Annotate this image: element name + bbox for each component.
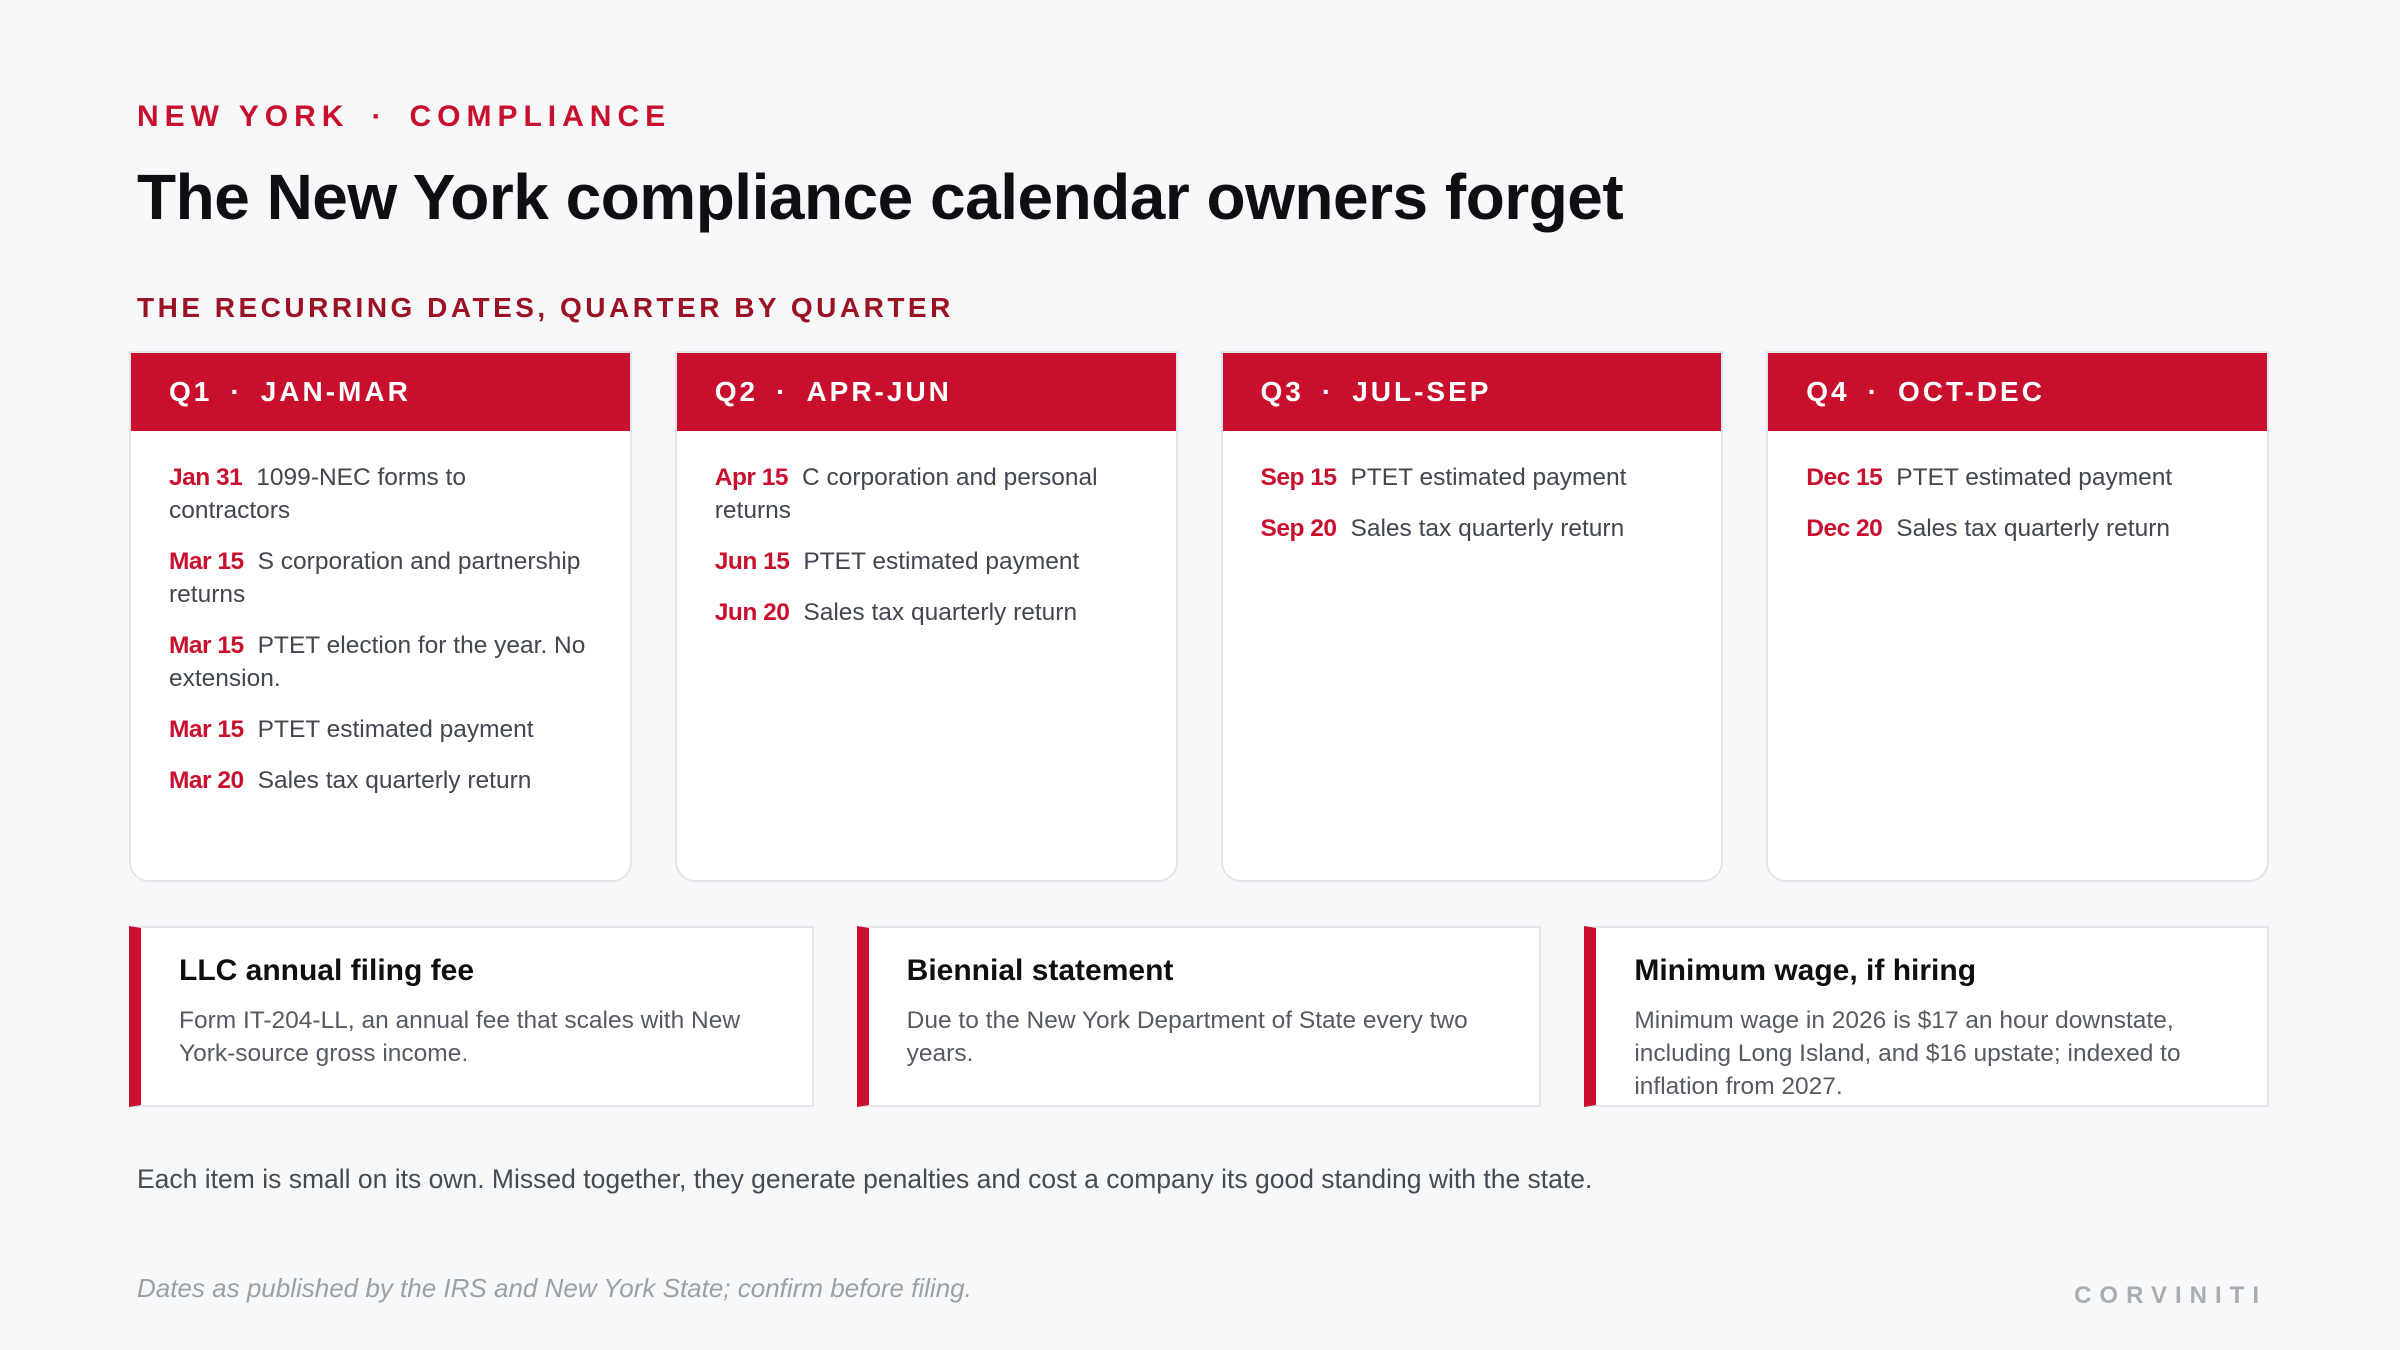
deadline-text: C corporation and personal returns [714,464,1098,524]
quarter-separator: · [230,376,243,407]
footnote: Dates as published by the IRS and New Yo… [137,1273,972,1303]
note-card-minimum-wage: Minimum wage, if hiring Minimum wage in … [1584,926,2270,1107]
deadline-text: Sales tax quarterly return [1896,515,2170,542]
quarter-header: Q2 · APR-JUN [676,353,1176,431]
quarter-code: Q2 [714,376,759,407]
deadline-item: Mar 15 S corporation and partnership retu… [169,545,594,611]
note-title: Biennial statement [906,954,1174,987]
quarter-items: Dec 15 PTET estimated payment Dec 20 Sales… [1768,431,2267,545]
deadline-text: PTET estimated payment [1896,464,2173,491]
quarter-card-q4: Q4 · OCT-DEC Dec 15 PTET estimated payment … [1766,351,2269,882]
note-text: Minimum wage in 2026 is $17 an hour down… [1634,1007,2181,1100]
deadline-date: Jun 20 [714,599,790,626]
quarter-items: Jan 31 1099-NEC forms to contractors Mar … [131,431,630,797]
page-title: The New York compliance calendar owners … [137,161,1624,233]
brand-wordmark: CORVINITI [2074,1282,2267,1309]
note-title: Minimum wage, if hiring [1634,954,1977,987]
deadline-date: Mar 15 [169,548,244,575]
deadline-item: Sep 15 PTET estimated payment [1261,461,1686,494]
eyebrow-region: NEW YORK [137,100,350,133]
eyebrow: NEW YORK · COMPLIANCE [137,100,671,134]
quarter-range: JUL-SEP [1352,376,1492,407]
deadline-date: Mar 15 [169,632,244,659]
deadline-date: Dec 15 [1806,464,1883,491]
deadline-item: Jun 20 Sales tax quarterly return [715,596,1140,629]
deadline-text: S corporation and partnership returns [169,548,581,608]
deadline-item: Mar 20 Sales tax quarterly return [169,764,594,797]
quarter-cards: Q1 · JAN-MAR Jan 31 1099-NEC forms to contr… [129,351,2269,882]
deadline-text: Sales tax quarterly return [1350,515,1625,542]
deadline-item: Sep 20 Sales tax quarterly return [1261,512,1686,545]
note-cards: LLC annual filing fee Form IT-204-LL, an… [129,926,2270,1107]
deadline-item: Mar 15 PTET estimated payment [169,713,594,746]
deadline-item: Jan 31 1099-NEC forms to contractors [169,461,594,527]
note-card-llc-fee: LLC annual filing fee Form IT-204-LL, an… [129,926,814,1107]
note-text: Form IT-204-LL, an annual fee that scale… [179,1007,741,1067]
deadline-item: Mar 15 PTET election for the year. No ext… [169,629,594,695]
deadline-text: Sales tax quarterly return [803,599,1078,626]
quarter-card-q2: Q2 · APR-JUN Apr 15 C corporation and perso… [674,351,1178,882]
deadline-text: Sales tax quarterly return [257,767,532,794]
deadline-date: Apr 15 [714,464,789,491]
quarter-range: OCT-DEC [1897,376,2045,407]
quarter-separator: · [776,376,789,407]
quarter-items: Sep 15 PTET estimated payment Sep 20 Sales… [1223,431,1722,545]
quarter-header: Q1 · JAN-MAR [131,353,630,431]
quarter-range: JAN-MAR [260,376,411,407]
deadline-date: Mar 20 [169,767,244,794]
quarter-items: Apr 15 C corporation and personal returns… [677,431,1176,629]
note-title: LLC annual filing fee [179,954,475,987]
section-label: THE RECURRING DATES, QUARTER BY QUARTER [137,292,954,323]
deadline-date: Sep 15 [1260,464,1338,491]
quarter-card-q3: Q3 · JUL-SEP Sep 15 PTET estimated payment … [1220,351,1724,882]
deadline-text: PTET election for the year. No extension… [169,632,586,692]
eyebrow-separator: · [371,100,388,133]
eyebrow-topic: COMPLIANCE [409,100,672,133]
quarter-separator: · [1321,376,1335,407]
note-text: Due to the New York Department of State … [906,1007,1468,1067]
deadline-item: Dec 15 PTET estimated payment [1806,461,2231,494]
deadline-item: Jun 15 PTET estimated payment [715,545,1140,578]
quarter-separator: · [1867,376,1880,407]
quarter-header: Q3 · JUL-SEP [1222,353,1722,431]
quarter-code: Q4 [1806,376,1850,407]
quarter-range: APR-JUN [806,376,952,407]
deadline-date: Jun 15 [714,548,790,575]
deadline-text: PTET estimated payment [1350,464,1627,491]
deadline-item: Dec 20 Sales tax quarterly return [1806,512,2231,545]
deadline-date: Sep 20 [1260,515,1338,542]
quarter-code: Q1 [169,376,213,407]
note-card-biennial-statement: Biennial statement Due to the New York D… [856,926,1542,1107]
deadline-item: Apr 15 C corporation and personal returns [715,461,1140,527]
summary-text: Each item is small on its own. Missed to… [137,1164,1593,1194]
quarter-code: Q3 [1260,376,1304,407]
deadline-text: PTET estimated payment [803,548,1080,575]
deadline-date: Mar 15 [169,716,244,743]
deadline-text: 1099-NEC forms to contractors [169,464,466,524]
quarter-card-q1: Q1 · JAN-MAR Jan 31 1099-NEC forms to contr… [129,351,632,882]
deadline-text: PTET estimated payment [257,716,534,743]
deadline-date: Dec 20 [1806,515,1883,542]
quarter-header: Q4 · OCT-DEC [1768,353,2267,431]
deadline-date: Jan 31 [169,464,243,491]
